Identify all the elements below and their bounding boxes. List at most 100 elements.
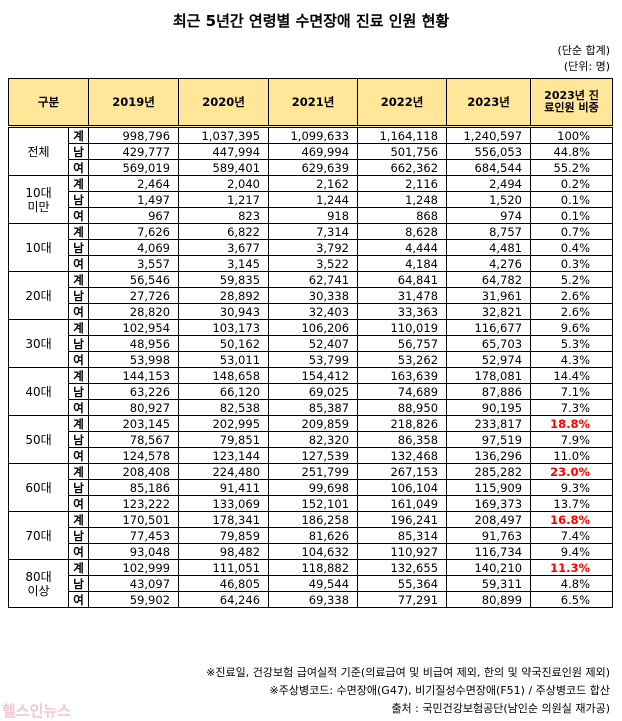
table-row: 여 124,578 123,144 127,539 132,468 136,296 11.0… bbox=[9, 447, 614, 464]
table-row: 남 63,226 66,120 69,025 74,689 87,886 7.1% bbox=[9, 383, 614, 400]
row-label: 남 bbox=[67, 527, 90, 544]
value-cell: 178,081 bbox=[446, 367, 532, 384]
value-cell: 30,338 bbox=[268, 287, 359, 304]
table-row: 남 429,777 447,994 469,994 501,756 556,053 44.8… bbox=[9, 143, 614, 160]
value-cell: 88,950 bbox=[357, 399, 448, 416]
value-cell: 1,099,633 bbox=[268, 126, 359, 144]
share-cell: 9.4% bbox=[530, 543, 614, 560]
share-cell: 6.5% bbox=[530, 591, 614, 608]
table-row: 여 967 823 918 868 974 0.1% bbox=[9, 207, 614, 224]
share-cell: 44.8% bbox=[530, 143, 614, 160]
row-label: 남 bbox=[67, 191, 90, 208]
value-cell: 28,892 bbox=[178, 287, 270, 304]
value-cell: 106,206 bbox=[268, 319, 359, 336]
value-cell: 32,403 bbox=[268, 303, 359, 320]
value-cell: 52,974 bbox=[446, 351, 532, 368]
value-cell: 161,049 bbox=[357, 495, 448, 512]
value-cell: 469,994 bbox=[268, 143, 359, 160]
group-label: 50대 bbox=[8, 415, 69, 464]
row-label: 여 bbox=[67, 351, 90, 368]
value-cell: 102,954 bbox=[88, 319, 180, 336]
table-row: 남 77,453 79,859 81,626 85,314 91,763 7.4% bbox=[9, 527, 614, 544]
source-note: 출처 : 국민건강보험공단(남인순 의원실 재가공) bbox=[391, 702, 610, 715]
value-cell: 1,240,597 bbox=[446, 126, 532, 144]
value-cell: 115,909 bbox=[446, 479, 532, 496]
table-row: 10대 계 7,626 6,822 7,314 8,628 8,757 0.7% bbox=[8, 223, 614, 272]
group-label: 70대 bbox=[8, 511, 69, 560]
table-row: 70대 계 170,501 178,341 186,258 196,241 208,497 1… bbox=[8, 511, 614, 560]
table-row: 여 80,927 82,538 85,387 88,950 90,195 7.3% bbox=[9, 399, 614, 416]
table-row: 남 1,497 1,217 1,244 1,248 1,520 0.1% bbox=[9, 191, 614, 208]
share-cell: 5.3% bbox=[530, 335, 614, 352]
share-cell: 7.3% bbox=[530, 399, 614, 416]
value-cell: 85,314 bbox=[357, 527, 448, 544]
group-label: 60대 bbox=[8, 463, 69, 512]
share-cell: 55.2% bbox=[530, 159, 614, 176]
share-cell: 4.8% bbox=[530, 575, 614, 592]
share-cell: 0.2% bbox=[530, 175, 614, 192]
share-cell: 13.7% bbox=[530, 495, 614, 512]
table-row: 남 78,567 79,851 82,320 86,358 97,519 7.9% bbox=[9, 431, 614, 448]
value-cell: 123,144 bbox=[178, 447, 270, 464]
unit-note: (단위: 명) bbox=[563, 60, 610, 73]
value-cell: 1,497 bbox=[88, 191, 180, 208]
value-cell: 103,173 bbox=[178, 319, 270, 336]
value-cell: 1,244 bbox=[268, 191, 359, 208]
value-cell: 163,639 bbox=[357, 367, 448, 384]
value-cell: 823 bbox=[178, 207, 270, 224]
value-cell: 52,407 bbox=[268, 335, 359, 352]
table-row: 30대 계 102,954 103,173 106,206 110,019 116,677 9… bbox=[8, 319, 614, 368]
value-cell: 3,792 bbox=[268, 239, 359, 256]
share-cell: 2.6% bbox=[530, 303, 614, 320]
row-label: 여 bbox=[67, 159, 90, 176]
value-cell: 127,539 bbox=[268, 447, 359, 464]
value-cell: 967 bbox=[88, 207, 180, 224]
value-cell: 93,048 bbox=[88, 543, 180, 560]
value-cell: 87,886 bbox=[446, 383, 532, 400]
value-cell: 64,782 bbox=[446, 271, 532, 288]
value-cell: 684,544 bbox=[446, 159, 532, 176]
row-label: 남 bbox=[67, 383, 90, 400]
share-cell: 5.2% bbox=[530, 271, 614, 288]
row-label: 계 bbox=[67, 319, 90, 336]
value-cell: 662,362 bbox=[357, 159, 448, 176]
row-label: 여 bbox=[67, 399, 90, 416]
table-row: 여 3,557 3,145 3,522 4,184 4,276 0.3% bbox=[9, 255, 614, 272]
title: 최근 5년간 연령별 수면장애 진료 인원 현황 bbox=[172, 12, 450, 30]
share-cell: 0.1% bbox=[530, 207, 614, 224]
value-cell: 118,882 bbox=[268, 559, 359, 576]
row-label: 남 bbox=[67, 287, 90, 304]
value-cell: 85,387 bbox=[268, 399, 359, 416]
value-cell: 209,859 bbox=[268, 415, 359, 432]
value-cell: 64,246 bbox=[178, 591, 270, 608]
value-cell: 208,497 bbox=[446, 511, 532, 528]
value-cell: 49,544 bbox=[268, 575, 359, 592]
value-cell: 65,703 bbox=[446, 335, 532, 352]
value-cell: 62,741 bbox=[268, 271, 359, 288]
table-row: 60대 계 208,408 224,480 251,799 267,153 285,282 2… bbox=[8, 463, 614, 512]
value-cell: 43,097 bbox=[88, 575, 180, 592]
value-cell: 104,632 bbox=[268, 543, 359, 560]
value-cell: 6,822 bbox=[178, 223, 270, 240]
value-cell: 2,116 bbox=[357, 175, 448, 192]
value-cell: 3,145 bbox=[178, 255, 270, 272]
header-cell: 2019년 bbox=[88, 78, 180, 128]
value-cell: 59,902 bbox=[88, 591, 180, 608]
header-cell: 2023년 진료인원 비중 bbox=[530, 78, 614, 128]
row-label: 여 bbox=[67, 207, 90, 224]
value-cell: 3,677 bbox=[178, 239, 270, 256]
value-cell: 4,444 bbox=[357, 239, 448, 256]
header-cell: 2022년 bbox=[357, 78, 448, 128]
value-cell: 97,519 bbox=[446, 431, 532, 448]
table-row: 여 59,902 64,246 69,338 77,291 80,899 6.5% bbox=[9, 591, 614, 608]
value-cell: 81,626 bbox=[268, 527, 359, 544]
value-cell: 556,053 bbox=[446, 143, 532, 160]
row-label: 계 bbox=[67, 415, 90, 432]
row-label: 계 bbox=[67, 223, 90, 240]
value-cell: 589,401 bbox=[178, 159, 270, 176]
table-row: 80대 이상 계 102,999 111,051 118,882 132,655 140,2… bbox=[8, 559, 614, 608]
footnote: ※진료일, 건강보험 급여실적 기준(의료급여 및 비급여 제외, 한의 및 약… bbox=[206, 666, 610, 679]
share-cell: 14.4% bbox=[530, 367, 614, 384]
watermark: 헬스인뉴스 bbox=[2, 702, 72, 720]
value-cell: 53,799 bbox=[268, 351, 359, 368]
